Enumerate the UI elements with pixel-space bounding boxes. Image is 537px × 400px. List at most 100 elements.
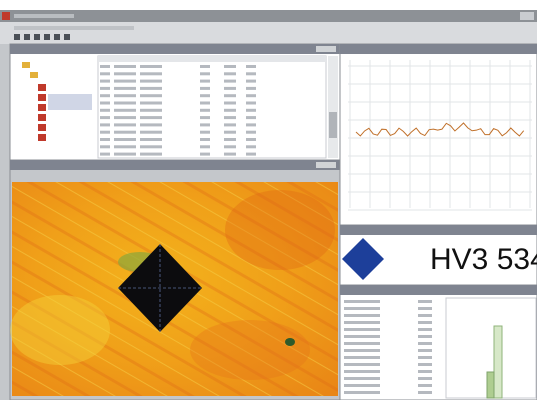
panel-header	[340, 285, 537, 295]
stat-label	[344, 356, 380, 359]
cell-text	[224, 72, 236, 76]
cell-text	[100, 101, 110, 105]
cell-text	[224, 94, 236, 98]
cell-text	[224, 116, 236, 120]
stat-value	[418, 370, 432, 373]
cell-text	[200, 145, 210, 149]
cell-text	[246, 123, 256, 127]
cell-text	[224, 101, 236, 105]
cell-text	[114, 65, 136, 68]
cell-text	[100, 65, 110, 68]
cell-text	[224, 145, 236, 149]
cell-text	[200, 123, 210, 127]
cell-text	[100, 145, 110, 149]
cell-text	[224, 108, 236, 112]
stat-value	[418, 356, 432, 359]
cell-text	[224, 152, 236, 156]
cell-text	[100, 94, 110, 98]
panel-controls[interactable]	[316, 46, 336, 52]
stat-label	[344, 391, 380, 394]
cell-text	[140, 101, 162, 105]
tree-view	[12, 56, 96, 158]
cell-text	[140, 145, 162, 149]
cell-text	[224, 65, 236, 68]
cell-text	[114, 72, 136, 76]
stat-label	[344, 307, 380, 310]
stat-value	[418, 377, 432, 380]
cell-text	[140, 130, 162, 134]
cell-text	[100, 116, 110, 120]
stat-value	[418, 391, 432, 394]
panel-header	[10, 44, 340, 54]
cell-text	[114, 138, 136, 141]
stat-value	[418, 384, 432, 387]
stat-label	[344, 363, 380, 366]
cell-text	[246, 130, 256, 134]
toolbar	[0, 22, 537, 44]
stat-label	[344, 370, 380, 373]
indenter-icon	[342, 238, 384, 280]
app-icon	[2, 12, 10, 20]
cell-text	[100, 108, 110, 112]
panel-controls[interactable]	[316, 162, 336, 168]
cell-text	[246, 79, 256, 83]
cell-text	[100, 72, 110, 76]
indentation-image	[10, 182, 338, 396]
cell-text	[114, 145, 136, 149]
cell-text	[200, 101, 210, 105]
stat-value	[418, 300, 432, 303]
panel-header	[340, 44, 537, 54]
cell-text	[246, 152, 256, 156]
cell-text	[114, 123, 136, 127]
cell-text	[100, 152, 110, 156]
cell-text	[100, 130, 110, 134]
cell-text	[224, 138, 236, 141]
cell-text	[224, 86, 236, 90]
stat-label	[344, 300, 380, 303]
histogram-bar	[493, 325, 503, 399]
stat-label	[344, 328, 380, 331]
panel-header	[340, 225, 537, 235]
cell-text	[114, 108, 136, 112]
cell-text	[140, 94, 162, 98]
toolbar-buttons[interactable]	[14, 34, 70, 40]
stat-value	[418, 314, 432, 317]
stat-value	[418, 363, 432, 366]
stat-label	[344, 335, 380, 338]
cell-text	[200, 65, 210, 68]
cell-text	[114, 116, 136, 120]
cell-text	[246, 145, 256, 149]
cell-text	[200, 130, 210, 134]
window-controls[interactable]	[520, 12, 534, 20]
stat-value	[418, 307, 432, 310]
cell-text	[200, 108, 210, 112]
cell-text	[140, 86, 162, 90]
cell-text	[100, 79, 110, 83]
cell-text	[246, 116, 256, 120]
cell-text	[140, 72, 162, 76]
stat-value	[418, 335, 432, 338]
histogram-bar	[486, 371, 495, 399]
cell-text	[140, 65, 162, 68]
stat-value	[418, 349, 432, 352]
cell-text	[140, 108, 162, 112]
cell-text	[200, 94, 210, 98]
trend-line	[355, 122, 525, 137]
cell-text	[246, 101, 256, 105]
menu-bar[interactable]	[14, 26, 134, 30]
stat-value	[418, 321, 432, 324]
cell-text	[246, 65, 256, 68]
title-bar	[0, 10, 537, 22]
cell-text	[114, 79, 136, 83]
cell-text	[114, 94, 136, 98]
cell-text	[140, 138, 162, 141]
stat-label	[344, 342, 380, 345]
cell-text	[100, 86, 110, 90]
stat-label	[344, 321, 380, 324]
cell-text	[246, 94, 256, 98]
cell-text	[140, 152, 162, 156]
cell-text	[246, 108, 256, 112]
hardness-reading: HV3 534	[430, 243, 537, 276]
title-text	[14, 14, 74, 18]
